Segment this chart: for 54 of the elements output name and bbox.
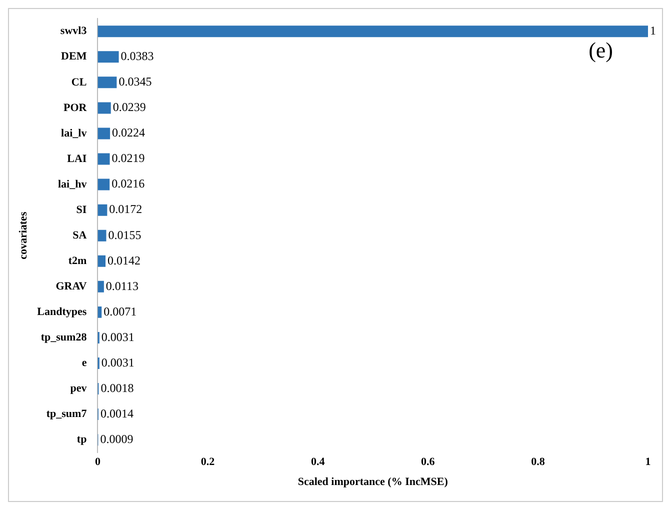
y-tick-label: pev	[70, 382, 88, 395]
bar	[98, 178, 110, 190]
x-tick-label: 0.6	[421, 456, 436, 468]
data-label: 0.0216	[112, 176, 145, 191]
y-tick-label: SI	[76, 204, 87, 216]
y-tick-label: DEM	[61, 50, 88, 63]
y-tick-label: e	[82, 357, 87, 370]
y-tick-label: POR	[63, 102, 88, 114]
data-label: 0.0142	[108, 253, 141, 268]
bar	[98, 230, 106, 242]
bar	[98, 280, 104, 292]
bar	[98, 26, 648, 38]
data-label: 0.0219	[112, 151, 145, 166]
x-tick-label: 0.4	[310, 456, 326, 468]
bar	[98, 76, 117, 88]
bar	[98, 128, 110, 140]
y-tick-label: swvl3	[60, 25, 88, 38]
data-label: 0.0071	[104, 304, 137, 318]
bar	[98, 255, 106, 267]
y-tick-label: t2m	[68, 254, 87, 267]
y-tick-label: tp	[76, 434, 87, 446]
bar	[98, 153, 110, 165]
data-label: 0.0172	[109, 202, 142, 216]
data-label: 0.0383	[120, 49, 154, 64]
y-tick-label: Landtypes	[37, 306, 88, 318]
data-label: 0.0224	[112, 126, 146, 140]
y-tick-label: GRAV	[56, 280, 87, 293]
x-tick-label: 0.2	[200, 456, 216, 468]
annotation: (e)	[588, 37, 613, 62]
data-label: 0.0014	[100, 406, 134, 420]
x-tick-label: 0.8	[531, 456, 546, 468]
y-tick-label: lai_hv	[58, 178, 88, 190]
data-label: 0.0345	[118, 74, 152, 89]
data-label: 0.0113	[106, 278, 138, 293]
bar	[98, 51, 119, 63]
bar	[98, 102, 111, 114]
y-tick-label: CL	[71, 76, 87, 88]
y-tick-label: tp_sum7	[46, 408, 88, 420]
data-label: 0.0031	[101, 355, 134, 370]
x-tick-label: 1	[645, 456, 651, 468]
y-axis-title: covariates	[17, 211, 30, 260]
x-tick-label: 0	[94, 456, 101, 468]
data-label: 0.0018	[100, 380, 134, 395]
y-tick-label: SA	[72, 229, 87, 242]
y-tick-label: tp_sum28	[40, 332, 88, 344]
y-tick-label: LAI	[67, 152, 87, 165]
bar	[98, 204, 108, 216]
data-label: 0.0031	[101, 330, 134, 344]
data-label: 0.0239	[112, 100, 146, 114]
data-label: 1	[650, 24, 656, 38]
data-label: 0.0009	[100, 432, 134, 446]
x-axis-title: Scaled importance (% IncMSE)	[298, 476, 448, 488]
data-label: 0.0155	[108, 228, 142, 242]
y-tick-label: lai_lv	[61, 127, 88, 140]
